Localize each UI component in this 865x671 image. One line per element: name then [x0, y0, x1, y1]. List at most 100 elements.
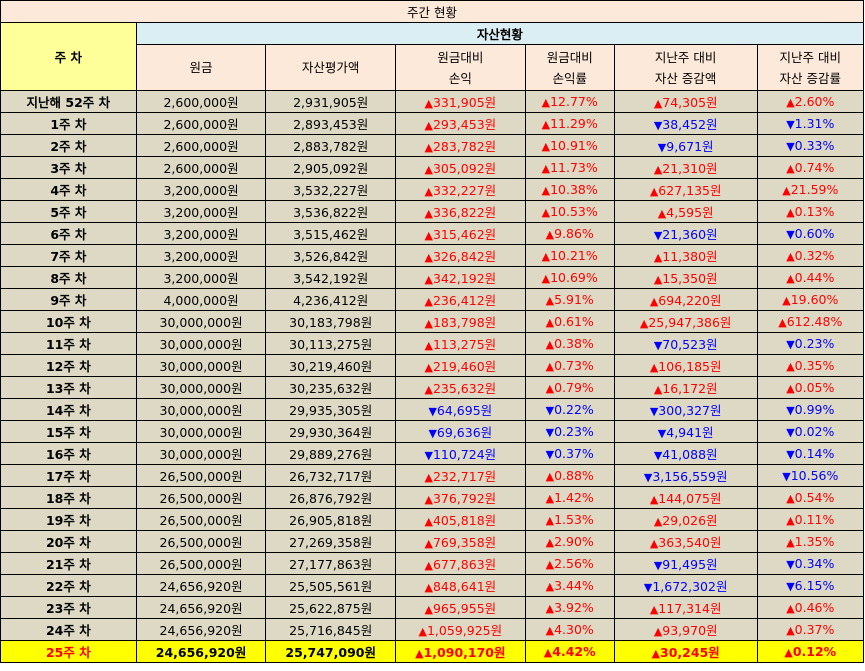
up-triangle-icon: ▲: [424, 229, 433, 242]
up-triangle-icon: ▲: [424, 493, 433, 506]
change-rate-cell-value: 0.99%: [794, 402, 835, 417]
up-triangle-icon: ▲: [786, 250, 795, 263]
down-triangle-icon: ▼: [657, 427, 667, 440]
change-cell: ▲21,310원: [613, 156, 758, 179]
change-rate-cell-value: 21.59%: [790, 182, 839, 197]
pl-rate-cell: ▲2.90%: [524, 530, 615, 553]
pl-rate-cell-value: 0.22%: [554, 402, 594, 417]
up-triangle-icon: ▲: [639, 317, 649, 330]
change-cell-value: 4,941원: [666, 425, 714, 440]
change-cell: ▲144,075원: [613, 486, 758, 509]
down-triangle-icon: ▼: [786, 338, 795, 351]
down-triangle-icon: ▼: [545, 448, 555, 461]
pl-rate-cell-value: 0.73%: [554, 358, 594, 373]
pl-cell: ▲236,412원: [395, 288, 526, 311]
pl-rate-cell: ▲3.92%: [524, 596, 615, 619]
change-cell: ▼3,156,559원: [613, 464, 758, 487]
change-rate-cell: ▼1.31%: [756, 112, 865, 135]
up-triangle-icon: ▲: [778, 316, 787, 329]
up-triangle-icon: ▲: [545, 580, 555, 593]
pl-rate-cell-value: 1.42%: [554, 490, 594, 505]
week-cell: 1주 차: [0, 112, 137, 135]
up-triangle-icon: ▲: [541, 140, 551, 153]
up-triangle-icon: ▲: [424, 515, 433, 528]
principal-cell: 26,500,000원: [135, 464, 267, 487]
up-triangle-icon: ▲: [545, 316, 555, 329]
pl-rate-cell: ▲0.79%: [524, 376, 615, 399]
principal-cell: 24,656,920원: [135, 618, 267, 641]
pl-rate-cell-value: 0.23%: [554, 424, 594, 439]
up-triangle-icon: ▲: [424, 559, 433, 572]
change-cell: ▲11,380원: [613, 244, 758, 267]
table-row: 24주 차 24,656,920원 25,716,845원 ▲1,059,925원 ▲4…: [0, 618, 865, 641]
week-cell: 14주 차: [0, 398, 137, 421]
up-triangle-icon: ▲: [545, 624, 555, 637]
change-cell-value: 30,245원: [660, 645, 720, 660]
pl-rate-cell: ▲4.42%: [524, 640, 615, 663]
down-triangle-icon: ▼: [428, 427, 437, 440]
principal-cell: 3,200,000원: [135, 244, 267, 267]
principal-cell: 2,600,000원: [135, 90, 267, 113]
change-cell-value: 300,327원: [658, 403, 722, 418]
pl-cell-value: 376,792원: [432, 491, 497, 506]
down-triangle-icon: ▼: [643, 581, 653, 594]
valuation-cell: 26,905,818원: [265, 508, 396, 531]
down-triangle-icon: ▼: [786, 118, 795, 131]
valuation-cell: 30,219,460원: [265, 354, 396, 377]
up-triangle-icon: ▲: [545, 338, 555, 351]
change-cell-value: 1,672,302원: [652, 579, 728, 594]
change-rate-cell: ▲0.05%: [756, 376, 865, 399]
pl-cell: ▲326,842원: [395, 244, 526, 267]
change-cell: ▲694,220원: [613, 288, 758, 311]
pl-rate-cell: ▲12.77%: [524, 90, 615, 113]
down-triangle-icon: ▼: [545, 404, 555, 417]
week-cell: 16주 차: [0, 442, 137, 465]
up-triangle-icon: ▲: [653, 163, 663, 176]
pl-cell-value: 342,192원: [432, 271, 497, 286]
pl-cell-value: 405,818원: [432, 513, 497, 528]
change-cell: ▼9,671원: [613, 134, 758, 157]
up-triangle-icon: ▲: [545, 602, 555, 615]
up-triangle-icon: ▲: [424, 339, 433, 352]
up-triangle-icon: ▲: [653, 251, 663, 264]
pl-cell: ▲219,460원: [395, 354, 526, 377]
pl-cell-value: 315,462원: [432, 227, 497, 242]
up-triangle-icon: ▲: [653, 515, 663, 528]
pl-cell-value: 769,358원: [432, 535, 497, 550]
valuation-cell: 27,269,358원: [265, 530, 396, 553]
up-triangle-icon: ▲: [424, 251, 433, 264]
table-row: 23주 차 24,656,920원 25,622,875원 ▲965,955원 ▲3.9…: [0, 596, 865, 619]
up-triangle-icon: ▲: [541, 184, 551, 197]
week-cell: 13주 차: [0, 376, 137, 399]
change-rate-cell: ▲0.44%: [756, 266, 865, 289]
up-triangle-icon: ▲: [415, 647, 424, 660]
down-triangle-icon: ▼: [657, 141, 667, 154]
table-row: 2주 차 2,600,000원 2,883,782원 ▲283,782원 ▲10.91%…: [0, 134, 865, 157]
up-triangle-icon: ▲: [541, 206, 551, 219]
valuation-cell: 25,747,090원: [265, 640, 396, 663]
change-rate-cell-value: 0.37%: [794, 622, 835, 637]
pl-cell: ▲405,818원: [395, 508, 526, 531]
pl-rate-cell: ▲10.91%: [524, 134, 615, 157]
principal-cell: 30,000,000원: [135, 354, 267, 377]
pl-cell: ▲331,905원: [395, 90, 526, 113]
up-triangle-icon: ▲: [653, 97, 663, 110]
pl-cell: ▲232,717원: [395, 464, 526, 487]
week-cell: 5주 차: [0, 200, 137, 223]
change-rate-cell: ▼0.14%: [756, 442, 865, 465]
up-triangle-icon: ▲: [418, 625, 427, 638]
pl-rate-cell: ▼0.37%: [524, 442, 615, 465]
up-triangle-icon: ▲: [653, 273, 663, 286]
valuation-cell: 29,935,305원: [265, 398, 396, 421]
principal-cell: 3,200,000원: [135, 222, 267, 245]
pl-rate-cell-value: 1.53%: [554, 512, 594, 527]
table-row: 22주 차 24,656,920원 25,505,561원 ▲848,641원 ▲3.4…: [0, 574, 865, 597]
change-cell-value: 363,540원: [658, 535, 722, 550]
pl-cell-value: 113,275원: [432, 337, 497, 352]
change-rate-cell-value: 0.54%: [794, 490, 835, 505]
table-row: 17주 차 26,500,000원 26,732,717원 ▲232,717원 ▲0.8…: [0, 464, 865, 487]
change-rate-cell-value: 0.32%: [794, 248, 835, 263]
pl-cell-value: 965,955원: [432, 601, 497, 616]
up-triangle-icon: ▲: [424, 97, 433, 110]
up-triangle-icon: ▲: [541, 162, 551, 175]
